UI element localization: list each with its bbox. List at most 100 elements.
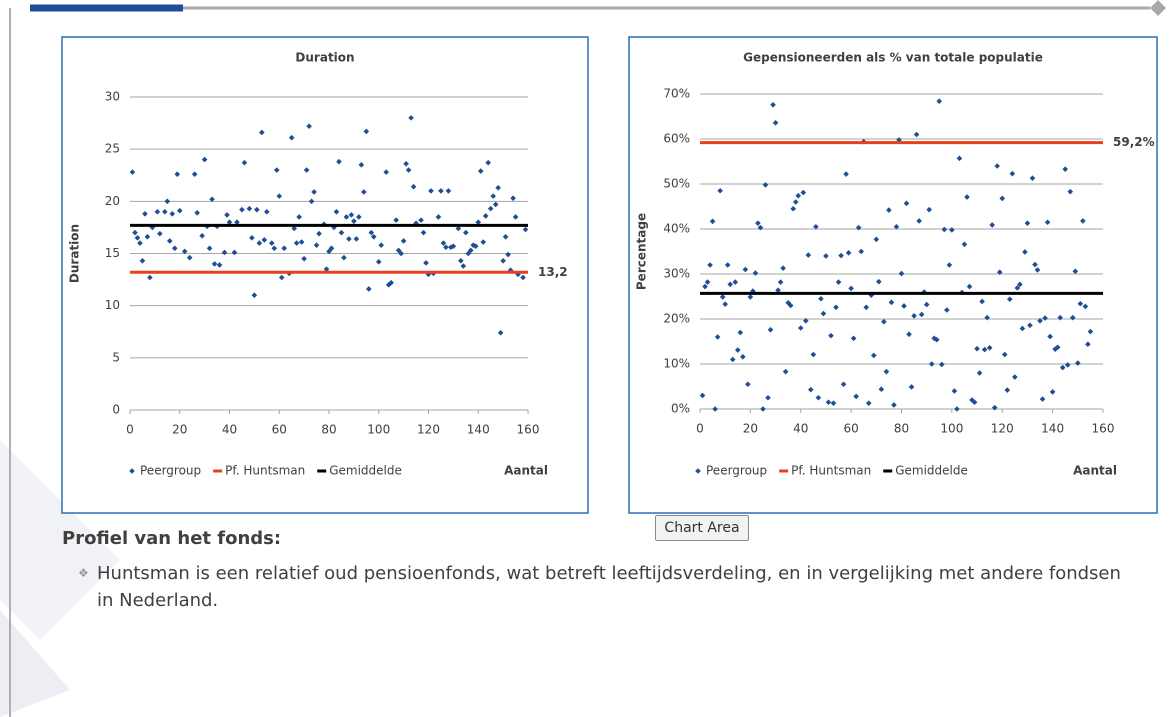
data-point: [979, 298, 985, 305]
data-point: [944, 307, 950, 313]
data-point: [291, 225, 297, 232]
data-point: [393, 217, 399, 223]
data-point: [251, 292, 258, 299]
data-point: [787, 302, 794, 309]
data-point: [1012, 374, 1018, 380]
data-point: [169, 211, 176, 217]
data-point: [164, 198, 171, 205]
data-point: [808, 386, 814, 393]
data-point: [918, 311, 925, 318]
data-point: [475, 219, 482, 225]
data-point: [1067, 188, 1074, 195]
data-point: [448, 244, 454, 251]
data-point: [485, 159, 491, 166]
x-tick-label: 40: [793, 422, 808, 436]
data-point: [186, 254, 193, 261]
x-tick-label: 40: [222, 423, 237, 437]
data-point: [901, 303, 907, 309]
data-point: [828, 332, 834, 339]
data-point: [1037, 318, 1043, 324]
x-tick-label: 20: [743, 422, 758, 436]
data-point: [760, 406, 766, 412]
data-point: [810, 351, 817, 358]
bullet-icon: ❖: [78, 566, 89, 580]
bullet-text: Huntsman is een relatief oud pensioenfon…: [97, 563, 1121, 611]
data-point: [1077, 300, 1084, 307]
data-point: [1087, 328, 1094, 335]
data-point: [341, 254, 347, 261]
data-point: [974, 345, 980, 352]
data-point: [343, 214, 350, 220]
data-point: [458, 258, 464, 264]
data-point: [336, 158, 342, 165]
section-heading: Profiel van het fonds:: [62, 528, 282, 549]
data-point: [147, 274, 153, 281]
data-point: [737, 329, 744, 336]
y-tick-label: 10: [105, 298, 120, 312]
data-point: [199, 232, 205, 239]
data-point: [883, 368, 890, 375]
data-point: [455, 225, 462, 232]
data-point: [281, 245, 288, 252]
chart-title: Duration: [295, 51, 354, 65]
data-point: [241, 159, 248, 166]
data-point: [825, 399, 832, 406]
data-point: [413, 220, 419, 227]
data-point: [293, 240, 300, 246]
y-tick-label: 70%: [663, 87, 690, 101]
data-point: [420, 229, 427, 236]
x-axis-label: Aantal: [1073, 464, 1117, 478]
data-point: [991, 404, 998, 411]
data-point: [261, 237, 268, 243]
data-point: [162, 208, 168, 215]
data-point: [353, 236, 360, 242]
data-point: [727, 281, 734, 288]
data-point: [383, 169, 390, 175]
data-point: [755, 220, 761, 226]
data-point: [981, 346, 988, 353]
y-tick-label: 60%: [663, 132, 690, 146]
y-tick-label: 10%: [663, 357, 690, 371]
y-tick-label: 0: [112, 403, 120, 417]
data-point: [850, 335, 857, 342]
data-point: [482, 213, 489, 219]
data-point: [356, 214, 362, 220]
data-point: [1085, 341, 1091, 347]
data-point: [984, 314, 990, 321]
frame-diamond: [1150, 0, 1166, 16]
data-point: [487, 205, 494, 212]
data-point: [898, 270, 905, 277]
x-tick-label: 60: [843, 422, 858, 436]
data-point: [154, 208, 161, 215]
data-point: [996, 269, 1003, 275]
data-point: [331, 224, 337, 231]
data-point: [438, 188, 444, 194]
data-point: [480, 239, 487, 245]
data-point: [1004, 387, 1011, 393]
data-point: [460, 263, 467, 269]
data-point: [926, 206, 933, 213]
data-point: [976, 370, 983, 376]
reference-label: 59,2%: [1113, 135, 1155, 149]
data-point: [734, 347, 741, 353]
data-point: [194, 210, 200, 216]
data-point: [873, 236, 880, 243]
data-point: [886, 207, 892, 213]
data-point: [132, 229, 138, 236]
data-point: [323, 266, 330, 272]
data-point: [865, 400, 872, 406]
data-point: [403, 160, 409, 167]
data-point: [845, 250, 852, 256]
data-point: [1034, 267, 1041, 273]
data-point: [848, 285, 854, 292]
data-point: [308, 198, 315, 205]
data-point: [510, 195, 516, 202]
data-point: [745, 381, 751, 388]
data-point: [1009, 170, 1016, 177]
data-point: [375, 259, 382, 265]
data-point: [288, 134, 295, 141]
data-point: [256, 240, 263, 246]
x-tick-label: 100: [940, 422, 963, 436]
data-point: [933, 336, 940, 343]
data-point: [911, 313, 917, 319]
